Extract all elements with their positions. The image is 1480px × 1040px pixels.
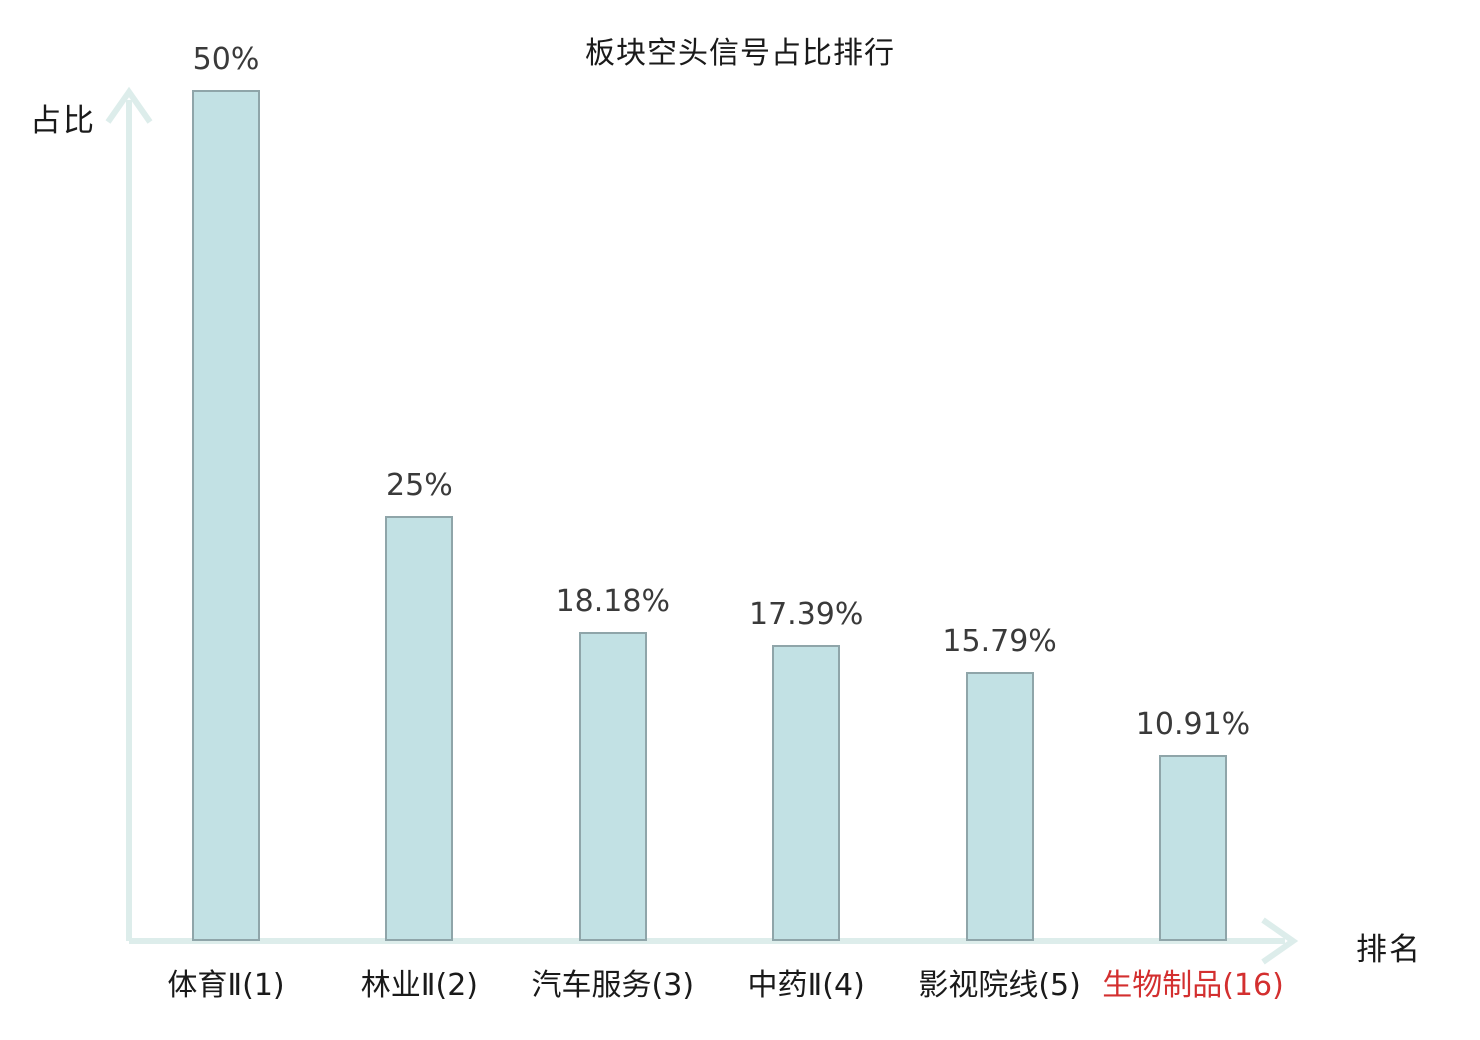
bar bbox=[385, 515, 454, 941]
category-label: 体育Ⅱ(1) bbox=[167, 968, 285, 1003]
bar bbox=[772, 645, 841, 941]
bar-value-label: 10.91% bbox=[1135, 707, 1251, 743]
category-label: 中药Ⅱ(4) bbox=[747, 968, 865, 1003]
bar-value-label: 17.39% bbox=[748, 597, 864, 633]
bar bbox=[192, 90, 260, 941]
category-label: 影视院线(5) bbox=[918, 968, 1081, 1003]
bar bbox=[965, 672, 1034, 941]
y-axis-arrow-icon bbox=[105, 86, 153, 124]
category-label-highlighted: 生物制品(16) bbox=[1102, 968, 1284, 1003]
bar-value-label: 25% bbox=[386, 467, 453, 503]
category-label: 汽车服务(3) bbox=[531, 968, 695, 1003]
bar-value-label: 50% bbox=[192, 42, 260, 77]
bar bbox=[1159, 755, 1227, 941]
bar-value-label: 15.79% bbox=[942, 624, 1057, 660]
x-axis-label: 排名 bbox=[1356, 932, 1422, 968]
bar bbox=[578, 631, 647, 941]
category-label: 林业Ⅱ(2) bbox=[360, 968, 479, 1003]
bar-value-label: 18.18% bbox=[555, 583, 670, 619]
chart-title: 板块空头信号占比排行 bbox=[585, 36, 895, 71]
x-axis-arrow-icon bbox=[1261, 917, 1299, 965]
y-axis-label: 占比 bbox=[30, 103, 96, 139]
